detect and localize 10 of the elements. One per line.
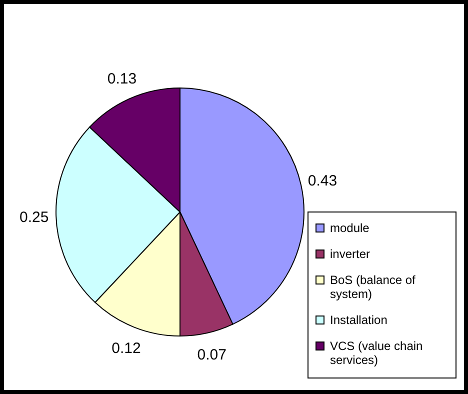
legend-label: BoS (balance of system) bbox=[330, 273, 416, 301]
data-label: 0.07 bbox=[197, 346, 226, 364]
legend-label: VCS (value chain services) bbox=[330, 339, 423, 367]
data-label: 0.13 bbox=[107, 70, 137, 88]
legend-label: inverter bbox=[330, 247, 370, 261]
data-label: 0.25 bbox=[19, 208, 49, 226]
legend-label: Installation bbox=[330, 313, 388, 327]
legend-label: module bbox=[330, 221, 370, 235]
data-label: 0.43 bbox=[308, 172, 338, 190]
data-label: 0.12 bbox=[112, 340, 141, 357]
